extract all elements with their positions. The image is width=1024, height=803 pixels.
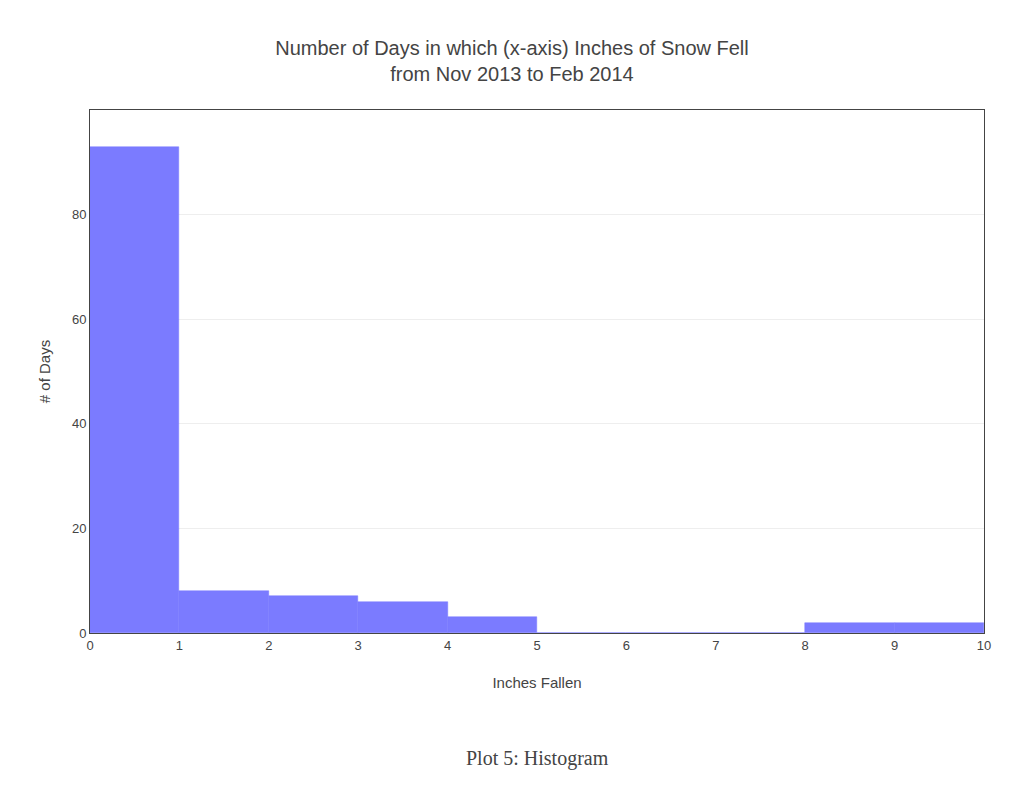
svg-text:10: 10 xyxy=(977,638,991,653)
svg-text:0: 0 xyxy=(79,626,86,641)
svg-text:9: 9 xyxy=(891,638,898,653)
svg-text:2: 2 xyxy=(265,638,272,653)
svg-text:3: 3 xyxy=(355,638,362,653)
svg-text:1: 1 xyxy=(176,638,183,653)
svg-text:Number of Days in which (x-axi: Number of Days in which (x-axis) Inches … xyxy=(275,37,749,85)
svg-text:0: 0 xyxy=(86,638,93,653)
svg-text:60: 60 xyxy=(72,312,86,327)
svg-text:4: 4 xyxy=(444,638,451,653)
svg-text:# of Days: # of Days xyxy=(36,340,53,403)
svg-text:40: 40 xyxy=(72,416,86,431)
svg-text:7: 7 xyxy=(712,638,719,653)
svg-text:Plot 5: Histogram: Plot 5: Histogram xyxy=(466,747,609,770)
svg-text:80: 80 xyxy=(72,207,86,222)
svg-text:6: 6 xyxy=(623,638,630,653)
svg-text:20: 20 xyxy=(72,521,86,536)
svg-text:5: 5 xyxy=(533,638,540,653)
svg-text:Inches Fallen: Inches Fallen xyxy=(492,674,581,691)
svg-text:8: 8 xyxy=(802,638,809,653)
